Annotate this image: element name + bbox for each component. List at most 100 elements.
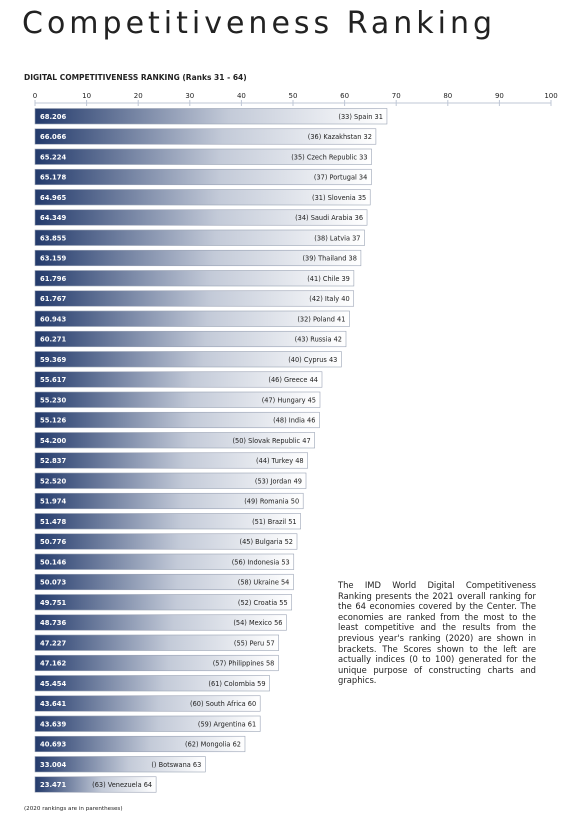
bar-value-label: 47.162	[40, 660, 66, 668]
bar	[34, 634, 279, 651]
bar-value-label: 23.471	[40, 781, 66, 789]
bar-value-label: 48.736	[40, 619, 66, 627]
bar	[34, 330, 347, 348]
bar	[34, 533, 298, 550]
bar-category-label: (62) Mongolia 62	[185, 741, 241, 749]
x-tick-label: 0	[33, 92, 37, 100]
bar	[34, 148, 372, 165]
bar-category-label: (49) Romania 50	[244, 498, 299, 506]
bar-value-label: 43.639	[40, 720, 66, 728]
bar-value-label: 64.349	[40, 214, 66, 222]
bar	[34, 249, 362, 267]
bar-category-label: (37) Portugal 34	[314, 174, 367, 182]
bar-value-label: 49.751	[40, 599, 66, 607]
bar	[34, 654, 279, 672]
note-text: The IMD World Digital Competitiveness Ra…	[338, 580, 536, 686]
bar-value-label: 65.224	[40, 153, 66, 161]
bar-value-label: 52.837	[40, 457, 66, 465]
bar-category-label: (39) Thailand 38	[302, 255, 356, 263]
bar-category-label: (60) South Africa 60	[190, 700, 256, 708]
bar	[34, 513, 301, 530]
bar-category-label: (42) Italy 40	[309, 295, 349, 303]
bar-category-label: (32) Poland 41	[297, 315, 345, 323]
bar-value-label: 47.227	[40, 639, 66, 647]
bar	[34, 108, 388, 125]
bar-category-label: (45) Bulgaria 52	[240, 538, 293, 546]
bar-value-label: 50.073	[40, 579, 66, 587]
bar-category-label: (54) Mexico 56	[233, 619, 282, 627]
bar	[34, 411, 320, 429]
bar-value-label: 68.206	[40, 113, 66, 121]
bar-category-label: (34) Saudi Arabia 36	[295, 214, 363, 222]
bar-value-label: 33.004	[40, 761, 66, 769]
bar-category-label: (44) Turkey 48	[256, 457, 304, 465]
x-tick-label: 50	[289, 92, 298, 100]
bar-category-label: (46) Greece 44	[268, 376, 318, 384]
bar-value-label: 61.767	[40, 295, 66, 303]
bar	[34, 735, 246, 753]
bar-category-label: () Botswana 63	[151, 761, 201, 769]
bar-value-label: 50.776	[40, 538, 66, 546]
bar	[34, 189, 371, 206]
bar-category-label: (53) Jordan 49	[255, 477, 302, 485]
bar-category-label: (56) Indonesia 53	[232, 558, 290, 566]
bar	[34, 715, 261, 732]
bar-category-label: (58) Ukraine 54	[238, 579, 290, 587]
bar	[34, 594, 293, 611]
x-tick-label: 70	[392, 92, 401, 100]
bar-value-label: 55.617	[40, 376, 66, 384]
footnote: (2020 rankings are in parentheses)	[24, 806, 123, 812]
x-tick-label: 80	[443, 92, 452, 100]
bar-value-label: 65.178	[40, 174, 66, 182]
x-tick-label: 30	[185, 92, 194, 100]
bar-category-label: (31) Slovenia 35	[312, 194, 366, 202]
bar-value-label: 55.126	[40, 417, 66, 425]
bar	[34, 492, 304, 510]
chart-title: DIGITAL COMPETITIVENESS RANKING (Ranks 3…	[24, 73, 247, 82]
bar	[34, 432, 315, 449]
bar	[34, 168, 372, 186]
bar-category-label: (35) Czech Republic 33	[291, 153, 367, 161]
bar-category-label: (43) Russia 42	[295, 336, 342, 344]
bar	[34, 776, 157, 793]
bar-category-label: (38) Latvia 37	[314, 234, 360, 242]
bar-category-label: (47) Hungary 45	[262, 396, 316, 404]
bar	[34, 695, 261, 712]
bar	[34, 573, 294, 591]
bar-value-label: 59.369	[40, 356, 66, 364]
bar-value-label: 52.520	[40, 477, 66, 485]
x-tick-label: 40	[237, 92, 246, 100]
bar-category-label: (40) Cyprus 43	[288, 356, 337, 364]
bar-value-label: 66.066	[40, 133, 66, 141]
bar-category-label: (50) Slovak Republic 47	[232, 437, 310, 445]
bar	[34, 270, 355, 287]
bar-value-label: 63.855	[40, 234, 66, 242]
bar-value-label: 54.200	[40, 437, 66, 445]
bar	[34, 209, 368, 226]
bar-category-label: (33) Spain 31	[338, 113, 383, 121]
bar	[34, 128, 377, 145]
bar-value-label: 64.965	[40, 194, 66, 202]
bar-category-label: (55) Peru 57	[234, 639, 275, 647]
bar-value-label: 50.146	[40, 558, 66, 566]
bar-value-label: 60.943	[40, 315, 66, 323]
bar-category-label: (59) Argentina 61	[198, 720, 256, 728]
bar	[34, 756, 206, 773]
bar-value-label: 43.641	[40, 700, 66, 708]
bar	[34, 351, 342, 368]
bar-category-label: (48) India 46	[273, 417, 315, 425]
bar	[34, 553, 295, 570]
bar	[34, 391, 321, 408]
x-tick-label: 20	[134, 92, 143, 100]
page-title: Competitiveness Ranking	[22, 6, 497, 41]
x-tick-label: 60	[340, 92, 349, 100]
bar-value-label: 61.796	[40, 275, 66, 283]
bar	[34, 472, 307, 489]
x-tick-label: 90	[495, 92, 504, 100]
bar	[34, 452, 308, 469]
bar-value-label: 60.271	[40, 336, 66, 344]
bar	[34, 229, 365, 246]
bar-category-label: (57) Philippines 58	[213, 660, 275, 668]
bar-category-label: (52) Croatia 55	[238, 599, 288, 607]
